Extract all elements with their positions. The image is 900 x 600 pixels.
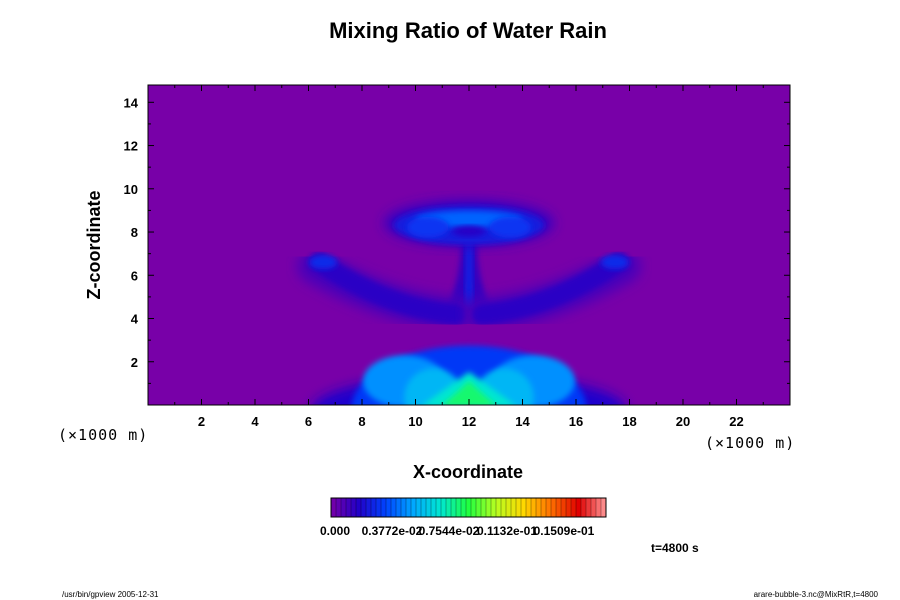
y-tick-label: 10 [124,182,138,197]
colorbar-swatch [445,497,452,518]
x-tick-label: 6 [305,414,312,429]
colorbar-swatch [530,497,537,518]
colorbar-tick-label: 0.000 [320,524,350,538]
y-tick-label: 12 [124,139,138,154]
chart-title: Mixing Ratio of Water Rain [329,18,607,43]
colorbar-swatch [420,497,427,518]
colorbar-swatch [525,497,532,518]
x-unit-label: (×1000 m) [705,434,795,452]
colorbar-swatch [400,497,407,518]
colorbar-swatch [570,497,577,518]
x-tick-label: 22 [729,414,743,429]
x-tick-label: 16 [569,414,583,429]
y-tick-label: 4 [131,312,139,327]
colorbar-swatch [395,497,402,518]
colorbar-swatch [560,497,567,518]
x-tick-label: 4 [251,414,259,429]
colorbar-swatch [550,497,557,518]
heatmap-field [297,200,641,405]
colorbar-swatch [430,497,437,518]
colorbar-swatch [590,497,597,518]
colorbar-swatch [415,497,422,518]
y-tick-label: 14 [124,95,139,110]
heatmap-feature-right-arm [465,249,641,332]
colorbar-swatch [345,497,352,518]
colorbar-swatch [440,497,447,518]
colorbar-swatch [330,497,337,518]
y-unit-label: (×1000 m) [58,426,148,444]
y-axis-label: Z-coordinate [84,190,104,299]
colorbar-swatch [365,497,372,518]
colorbar-swatch [490,497,497,518]
colorbar-swatch [510,497,517,518]
colorbar-swatch [470,497,477,518]
heatmap-feature-core [422,371,516,405]
colorbar-swatch [370,497,377,518]
y-tick-label: 8 [131,225,138,240]
colorbar-swatch [535,497,542,518]
y-tick-label: 2 [131,355,138,370]
colorbar-swatch [410,497,417,518]
colorbar-swatch [340,497,347,518]
colorbar-swatch [495,497,502,518]
x-tick-label: 18 [622,414,636,429]
heatmap-feature-stem [447,227,491,308]
colorbar-swatch [565,497,572,518]
x-tick-label: 2 [198,414,205,429]
colorbar-swatch [540,497,547,518]
colorbar-swatch [480,497,487,518]
colorbar-tick-label: 0.7544e-02 [419,524,480,538]
colorbar-swatch [575,497,582,518]
colorbar-swatch [360,497,367,518]
colorbar-swatch [350,497,357,518]
colorbar-swatch [555,497,562,518]
colorbar-frame [330,497,607,518]
colorbar-swatch [465,497,472,518]
colorbar-tick-label: 0.1509e-01 [534,524,595,538]
colorbar-swatch [515,497,522,518]
colorbar-swatch [335,497,342,518]
time-label: t=4800 s [651,541,699,555]
colorbar-swatch [405,497,412,518]
colorbar-swatch [585,497,592,518]
colorbar: 0.000 0.3772e-020.7544e-020.1132e-010.150… [320,497,607,538]
x-tick-label: 12 [462,414,476,429]
colorbar-swatch [595,497,602,518]
colorbar-swatch [545,497,552,518]
colorbar-swatch [475,497,482,518]
colorbar-swatch [435,497,442,518]
x-tick-label: 8 [358,414,365,429]
heatmap-feature-left-arm [297,249,473,332]
colorbar-tick-label: 0.3772e-02 [362,524,423,538]
x-tick-label: 14 [515,414,530,429]
x-tick-label: 10 [408,414,422,429]
colorbar-swatch [580,497,587,518]
colorbar-tick-label: 0.1132e-01 [477,524,537,538]
colorbar-swatch [460,497,467,518]
heatmap-feature-cap [384,200,554,247]
colorbar-swatch [380,497,387,518]
colorbar-swatch [505,497,512,518]
colorbar-swatch [425,497,432,518]
colorbar-swatch [450,497,457,518]
colorbar-swatch [390,497,397,518]
colorbar-swatch [520,497,527,518]
footer-left: /usr/bin/gpview 2005-12-31 [62,590,159,599]
colorbar-swatch [355,497,362,518]
footer-right: arare-bubble-3.nc@MixRtR,t=4800 [754,590,879,599]
x-axis-label: X-coordinate [413,462,523,482]
colorbar-swatch [375,497,382,518]
colorbar-swatch [455,497,462,518]
y-tick-label: 6 [131,268,138,283]
colorbar-swatch [385,497,392,518]
colorbar-swatch [500,497,507,518]
x-tick-label: 20 [676,414,690,429]
colorbar-swatch [485,497,492,518]
